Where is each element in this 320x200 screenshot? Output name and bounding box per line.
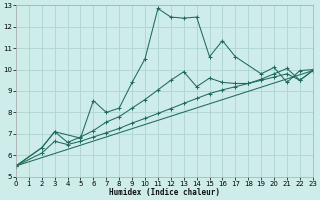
- X-axis label: Humidex (Indice chaleur): Humidex (Indice chaleur): [109, 188, 220, 197]
